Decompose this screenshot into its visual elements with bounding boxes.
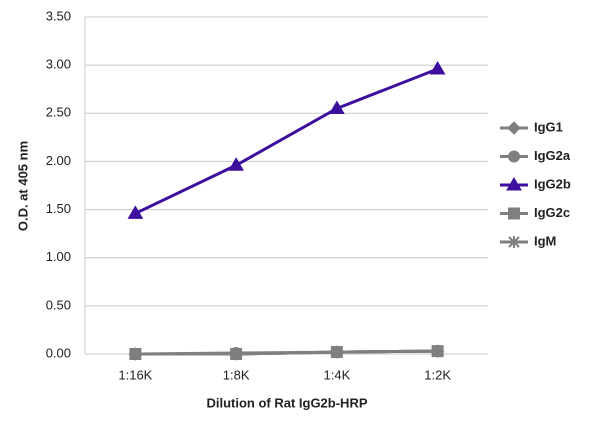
series-line bbox=[134, 67, 439, 215]
legend-label: IgG1 bbox=[534, 119, 563, 134]
y-tick-label: 3.50 bbox=[46, 8, 71, 23]
legend-marker bbox=[508, 236, 520, 248]
x-tick-label: 1:8K bbox=[223, 367, 250, 382]
legend-marker bbox=[507, 121, 521, 135]
data-point bbox=[329, 100, 345, 114]
legend-marker bbox=[508, 150, 520, 163]
legend-label: IgG2b bbox=[534, 176, 571, 191]
legend-label: IgG2c bbox=[534, 205, 570, 220]
series-line bbox=[135, 349, 438, 356]
y-tick-label: 1.00 bbox=[46, 249, 71, 264]
legend-marker bbox=[506, 177, 522, 191]
data-point bbox=[230, 348, 242, 360]
x-tick-label: 1:2K bbox=[424, 367, 451, 382]
data-point bbox=[127, 205, 144, 219]
y-tick-label: 0.50 bbox=[46, 297, 71, 312]
data-point bbox=[431, 345, 444, 358]
data-point bbox=[331, 346, 343, 359]
y-tick-label: 0.00 bbox=[46, 345, 71, 360]
y-axis-title: O.D. at 405 nm bbox=[15, 141, 30, 231]
y-tick-label: 1.50 bbox=[46, 201, 71, 216]
y-tick-label: 2.00 bbox=[46, 153, 71, 168]
data-point bbox=[129, 348, 142, 360]
legend-marker bbox=[508, 207, 520, 220]
legend-label: IgG2a bbox=[534, 148, 571, 163]
y-tick-label: 2.50 bbox=[46, 105, 71, 120]
data-point bbox=[429, 61, 446, 75]
data-point bbox=[228, 157, 244, 171]
x-axis-title: Dilution of Rat IgG2b-HRP bbox=[206, 395, 367, 410]
legend-label: IgM bbox=[534, 233, 556, 248]
y-tick-label: 3.00 bbox=[46, 57, 71, 72]
x-tick-label: 1:16K bbox=[118, 367, 152, 382]
x-tick-label: 1:4K bbox=[324, 367, 351, 382]
